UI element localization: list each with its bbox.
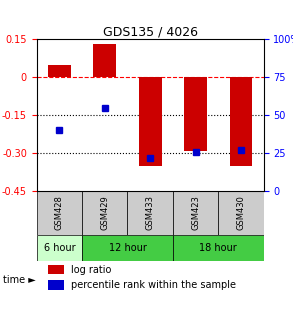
Text: 6 hour: 6 hour xyxy=(44,243,75,253)
FancyBboxPatch shape xyxy=(37,191,82,234)
Text: GSM423: GSM423 xyxy=(191,196,200,230)
Bar xyxy=(139,77,161,166)
Text: percentile rank within the sample: percentile rank within the sample xyxy=(71,280,236,290)
Text: 18 hour: 18 hour xyxy=(200,243,237,253)
FancyBboxPatch shape xyxy=(82,234,173,261)
Text: GSM430: GSM430 xyxy=(236,196,246,230)
FancyBboxPatch shape xyxy=(173,191,218,234)
FancyBboxPatch shape xyxy=(127,191,173,234)
Bar xyxy=(48,64,71,77)
Text: log ratio: log ratio xyxy=(71,265,111,275)
Text: 12 hour: 12 hour xyxy=(108,243,146,253)
Bar xyxy=(48,280,64,289)
FancyBboxPatch shape xyxy=(82,191,127,234)
Bar xyxy=(230,77,252,166)
Text: time ►: time ► xyxy=(3,275,36,284)
Text: GSM429: GSM429 xyxy=(100,196,109,230)
FancyBboxPatch shape xyxy=(173,234,264,261)
Bar xyxy=(48,265,64,274)
Text: GSM428: GSM428 xyxy=(55,196,64,230)
Text: GSM433: GSM433 xyxy=(146,196,155,231)
Bar xyxy=(184,77,207,151)
Title: GDS135 / 4026: GDS135 / 4026 xyxy=(103,25,198,38)
FancyBboxPatch shape xyxy=(218,191,264,234)
FancyBboxPatch shape xyxy=(37,234,82,261)
Bar xyxy=(93,44,116,77)
